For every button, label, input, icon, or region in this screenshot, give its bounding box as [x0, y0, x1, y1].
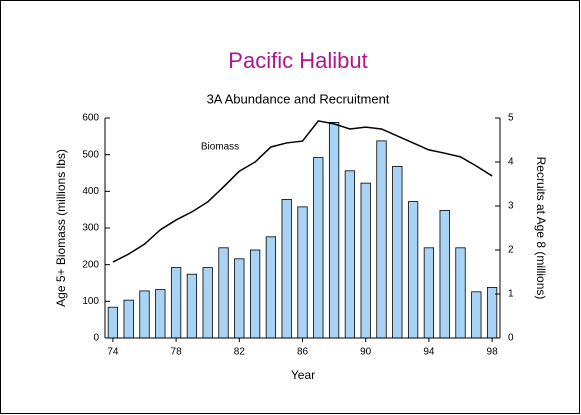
bar [297, 206, 308, 339]
bar [265, 236, 277, 339]
y2-axis-label: Recruits at Age 8 (millions) [534, 157, 548, 300]
y2-tick-label: 0 [508, 333, 514, 344]
y-tick-label: 100 [82, 296, 99, 307]
bar [186, 273, 198, 339]
bar [313, 157, 324, 339]
bar [139, 290, 150, 339]
bar [486, 286, 498, 339]
y-tick-label: 600 [82, 113, 99, 124]
y2-tick-label: 2 [508, 245, 514, 256]
annotation: Biomass [201, 142, 239, 153]
x-tick-label: 94 [423, 347, 435, 358]
bar [360, 182, 371, 339]
bar [123, 299, 134, 339]
bar [455, 247, 466, 339]
y2-tick-label: 5 [508, 113, 514, 124]
x-tick-label: 86 [297, 347, 309, 358]
bar [249, 249, 261, 339]
bar [155, 289, 166, 339]
bar [281, 198, 292, 339]
bar [328, 122, 340, 339]
chart-title: Pacific Halibut [228, 48, 367, 73]
y2-tick-label: 1 [508, 289, 514, 300]
x-tick-label: 74 [107, 347, 119, 358]
bar [202, 267, 213, 339]
y-tick-label: 500 [82, 149, 99, 160]
bar [218, 247, 229, 339]
bar [439, 209, 450, 339]
y2-tick-label: 4 [508, 157, 514, 168]
biomass-line [112, 120, 493, 263]
bar [407, 201, 419, 339]
x-tick-label: 90 [360, 347, 372, 358]
x-tick-label: 78 [171, 347, 183, 358]
y-tick-label: 300 [82, 223, 99, 234]
bar [170, 267, 182, 339]
bar [392, 165, 403, 339]
x-tick-label: 82 [234, 347, 246, 358]
y-tick-label: 400 [82, 186, 99, 197]
bar [234, 258, 245, 339]
y-axis-label: Age 5+ Biomass (millions lbs) [54, 149, 68, 307]
bar [107, 306, 119, 339]
y2-tick-label: 3 [508, 201, 514, 212]
bar [471, 291, 482, 339]
x-tick-label: 98 [487, 347, 499, 358]
x-axis-label: Year [291, 368, 315, 382]
y-tick-label: 0 [93, 333, 99, 344]
bar [423, 247, 435, 339]
chart-subtitle: 3A Abundance and Recruitment [207, 91, 390, 106]
bar [376, 140, 387, 339]
y-tick-label: 200 [82, 259, 99, 270]
bar [344, 170, 356, 339]
